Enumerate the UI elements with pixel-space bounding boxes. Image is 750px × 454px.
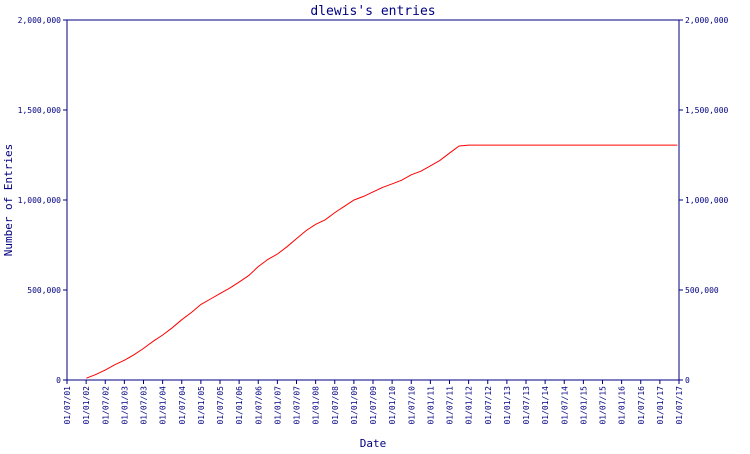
y-tick-label-right: 1,000,000 (685, 196, 729, 205)
x-tick-label: 01/07/10 (407, 386, 416, 425)
x-tick-label: 01/01/08 (312, 386, 321, 425)
y-tick-label-left: 1,000,000 (18, 196, 62, 205)
x-tick-label: 01/01/09 (350, 386, 359, 425)
x-tick-label: 01/01/15 (579, 386, 588, 425)
x-tick-label: 01/01/12 (465, 386, 474, 425)
x-tick-label: 01/07/17 (675, 386, 684, 425)
y-tick-label-left: 500,000 (27, 286, 61, 295)
x-tick-label: 01/07/15 (599, 386, 608, 425)
x-tick-label: 01/01/05 (197, 386, 206, 425)
x-tick-label: 01/01/11 (426, 386, 435, 425)
x-tick-label: 01/07/04 (178, 386, 187, 425)
x-tick-label: 01/07/07 (293, 386, 302, 425)
x-tick-label: 01/07/13 (522, 386, 531, 425)
x-tick-label: 01/07/16 (637, 386, 646, 425)
y-tick-label-left: 2,000,000 (18, 16, 62, 25)
x-tick-label: 01/01/03 (120, 386, 129, 425)
y-tick-label-right: 0 (685, 376, 690, 385)
x-tick-label: 01/07/06 (254, 386, 263, 425)
x-tick-label: 01/07/12 (484, 386, 493, 425)
x-axis-label: Date (360, 437, 387, 450)
y-tick-label-left: 0 (56, 376, 61, 385)
chart-title: dlewis's entries (310, 4, 435, 19)
x-tick-label: 01/01/04 (159, 386, 168, 425)
y-tick-label-right: 1,500,000 (685, 106, 729, 115)
x-tick-label: 01/07/14 (560, 386, 569, 425)
x-tick-label: 01/01/17 (656, 386, 665, 425)
y-axis-label: Number of Entries (2, 144, 15, 257)
x-tick-label: 01/01/13 (503, 386, 512, 425)
x-tick-label: 01/01/06 (235, 386, 244, 425)
x-tick-label: 01/01/14 (541, 386, 550, 425)
x-tick-label: 01/01/16 (618, 386, 627, 425)
plot-frame (66, 19, 680, 381)
y-tick-label-right: 2,000,000 (685, 16, 729, 25)
x-tick-label: 01/07/03 (140, 386, 149, 425)
x-tick-label: 01/01/10 (388, 386, 397, 425)
x-tick-label: 01/07/09 (369, 386, 378, 425)
x-tick-label: 01/07/11 (446, 386, 455, 425)
x-tick-label: 01/07/05 (216, 386, 225, 425)
y-tick-label-left: 1,500,000 (18, 106, 62, 115)
x-tick-label: 01/07/02 (101, 386, 110, 425)
y-tick-label-right: 500,000 (685, 286, 719, 295)
x-tick-label: 01/07/08 (331, 386, 340, 425)
x-tick-label: 01/07/01 (63, 386, 72, 425)
x-tick-label: 01/01/07 (273, 386, 282, 425)
x-tick-label: 01/01/02 (82, 386, 91, 425)
entries-series-line (86, 144, 678, 379)
